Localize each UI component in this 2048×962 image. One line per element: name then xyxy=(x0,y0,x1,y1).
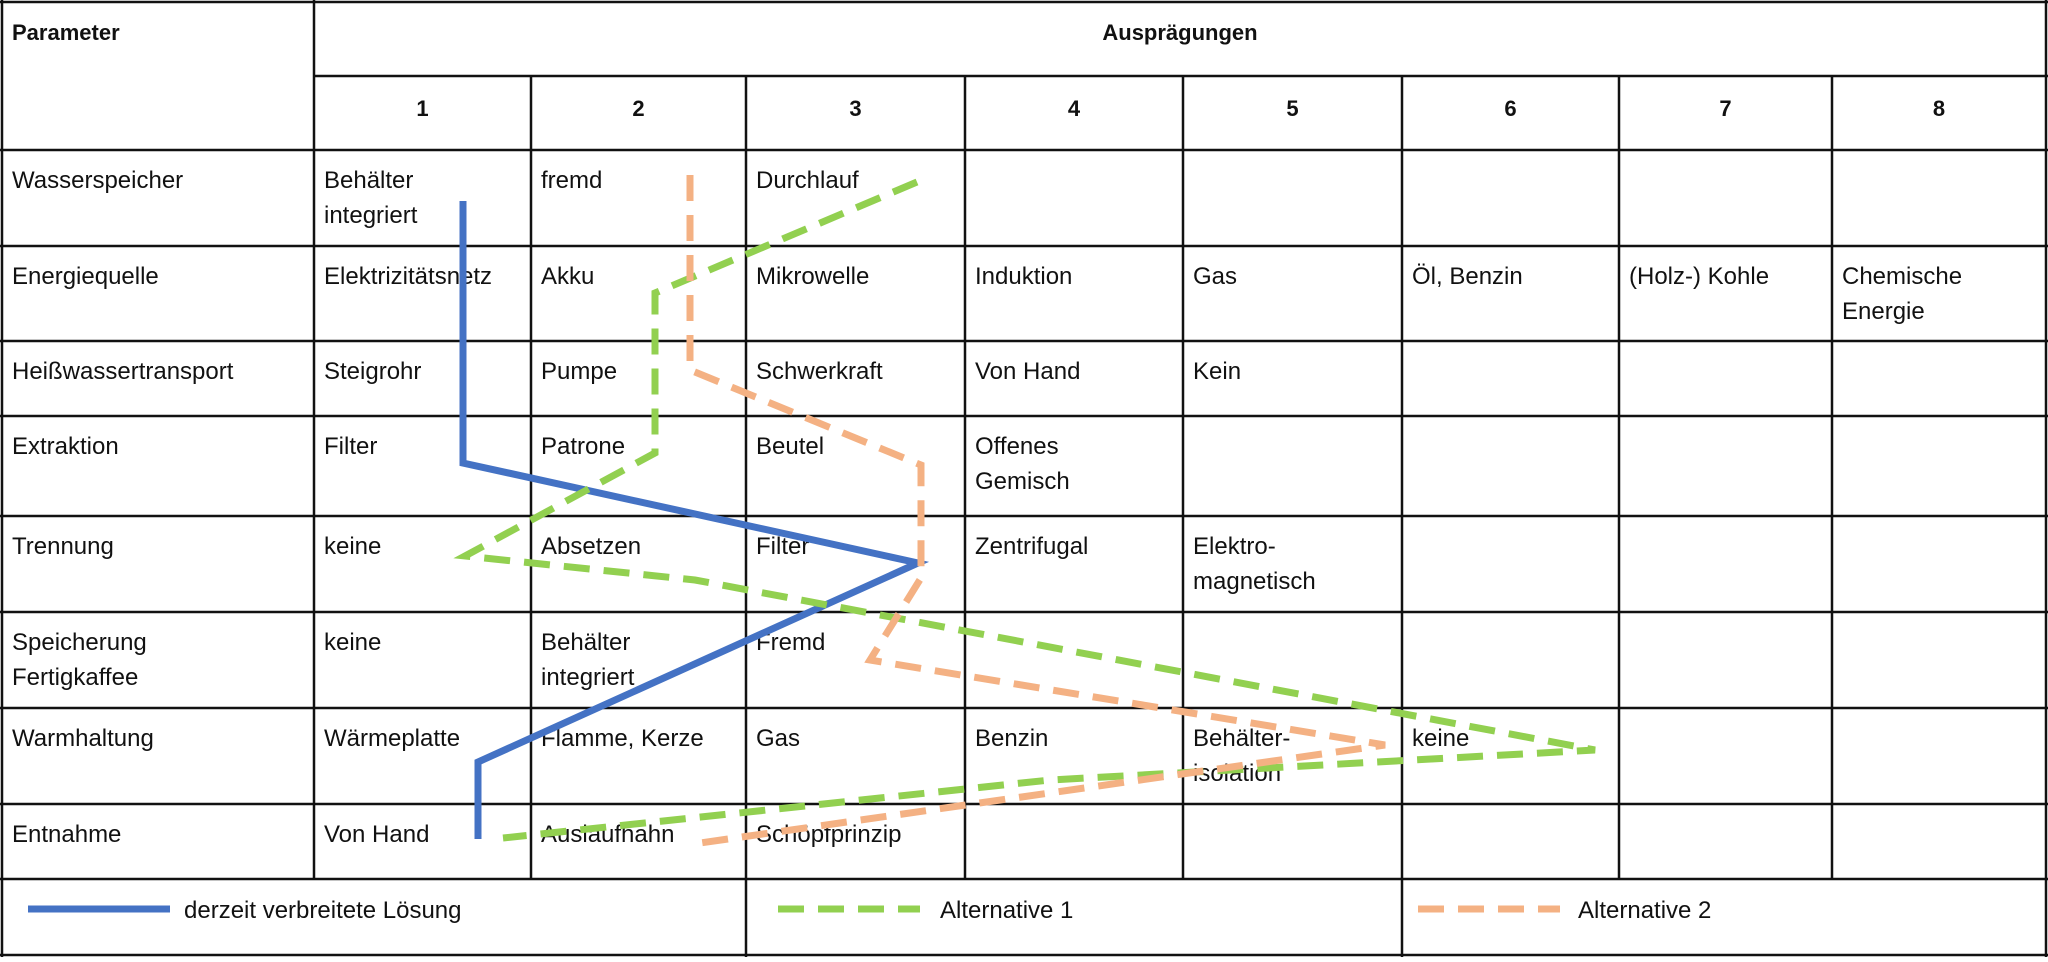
option-cell: Flamme, Kerze xyxy=(541,725,704,752)
option-cell: Gas xyxy=(1193,263,1237,290)
legend: derzeit verbreitete Lösung Alternative 1… xyxy=(28,897,1711,924)
column-header: 6 xyxy=(1504,96,1516,121)
column-header: 5 xyxy=(1286,96,1298,121)
option-cell: Kein xyxy=(1193,358,1241,385)
parameter-name: Extraktion xyxy=(12,433,119,460)
column-header: 8 xyxy=(1933,96,1945,121)
option-cell: Schwerkraft xyxy=(756,358,883,385)
values-header: Ausprägungen xyxy=(1102,20,1257,45)
column-header: 3 xyxy=(849,96,861,121)
option-cell: Beutel xyxy=(756,433,824,460)
option-cell: Patrone xyxy=(541,433,625,460)
option-cell: Elektro-magnetisch xyxy=(1193,533,1316,595)
column-headers: 1 2 3 4 5 6 7 8 xyxy=(416,96,1945,121)
option-cell: keine xyxy=(324,629,381,656)
parameter-name: Speicherung Fertigkaffee xyxy=(12,629,147,691)
option-cell: Offenes Gemisch xyxy=(975,433,1070,495)
option-cell: Elektrizitätsnetz xyxy=(324,263,492,290)
option-cell: Akku xyxy=(541,263,594,290)
option-cell: Von Hand xyxy=(975,358,1080,385)
legend-label-alt2: Alternative 2 xyxy=(1578,897,1711,924)
option-cell: Induktion xyxy=(975,263,1072,290)
option-cell: Benzin xyxy=(975,725,1048,752)
legend-label-current: derzeit verbreitete Lösung xyxy=(184,897,462,924)
path-alternative-2 xyxy=(686,175,1386,847)
option-cell: Mikrowelle xyxy=(756,263,869,290)
option-cell: Behälter integriert xyxy=(324,167,418,229)
option-cell: Chemische Energie xyxy=(1842,263,1962,325)
option-cell: Wärmeplatte xyxy=(324,725,460,752)
option-cell: Filter xyxy=(324,433,377,460)
option-cell: fremd xyxy=(541,167,602,194)
option-cell: (Holz-) Kohle xyxy=(1629,263,1769,290)
parameter-name: Wasserspeicher xyxy=(12,167,183,194)
column-header: 7 xyxy=(1719,96,1731,121)
parameter-header: Parameter xyxy=(12,20,120,45)
option-cell: Behälter integriert xyxy=(541,629,635,691)
column-header: 1 xyxy=(416,96,428,121)
parameter-name: Trennung xyxy=(12,533,114,560)
option-cell: keine xyxy=(1412,725,1469,752)
parameter-name: Warmhaltung xyxy=(12,725,154,752)
option-cell: Öl, Benzin xyxy=(1412,263,1523,290)
parameter-cells: Wasserspeicher Energiequelle Heißwassertra… xyxy=(12,167,234,848)
option-cell: Absetzen xyxy=(541,533,641,560)
parameter-name: Energiequelle xyxy=(12,263,159,290)
option-cell: Von Hand xyxy=(324,821,429,848)
path-alternative-1 xyxy=(453,178,1596,842)
column-header: 2 xyxy=(632,96,644,121)
legend-label-alt1: Alternative 1 xyxy=(940,897,1073,924)
option-cell: Zentrifugal xyxy=(975,533,1088,560)
column-header: 4 xyxy=(1068,96,1081,121)
option-cell: Steigrohr xyxy=(324,358,421,385)
option-cell: Durchlauf xyxy=(756,167,859,194)
option-cell: Gas xyxy=(756,725,800,752)
parameter-name: Heißwassertransport xyxy=(12,358,234,385)
value-cells: Behälter integriert fremd Durchlauf Elektriz… xyxy=(324,167,1962,848)
option-cell: Pumpe xyxy=(541,358,617,385)
parameter-name: Entnahme xyxy=(12,821,121,848)
option-cell: Behälter-isolation xyxy=(1193,725,1290,787)
option-cell: keine xyxy=(324,533,381,560)
